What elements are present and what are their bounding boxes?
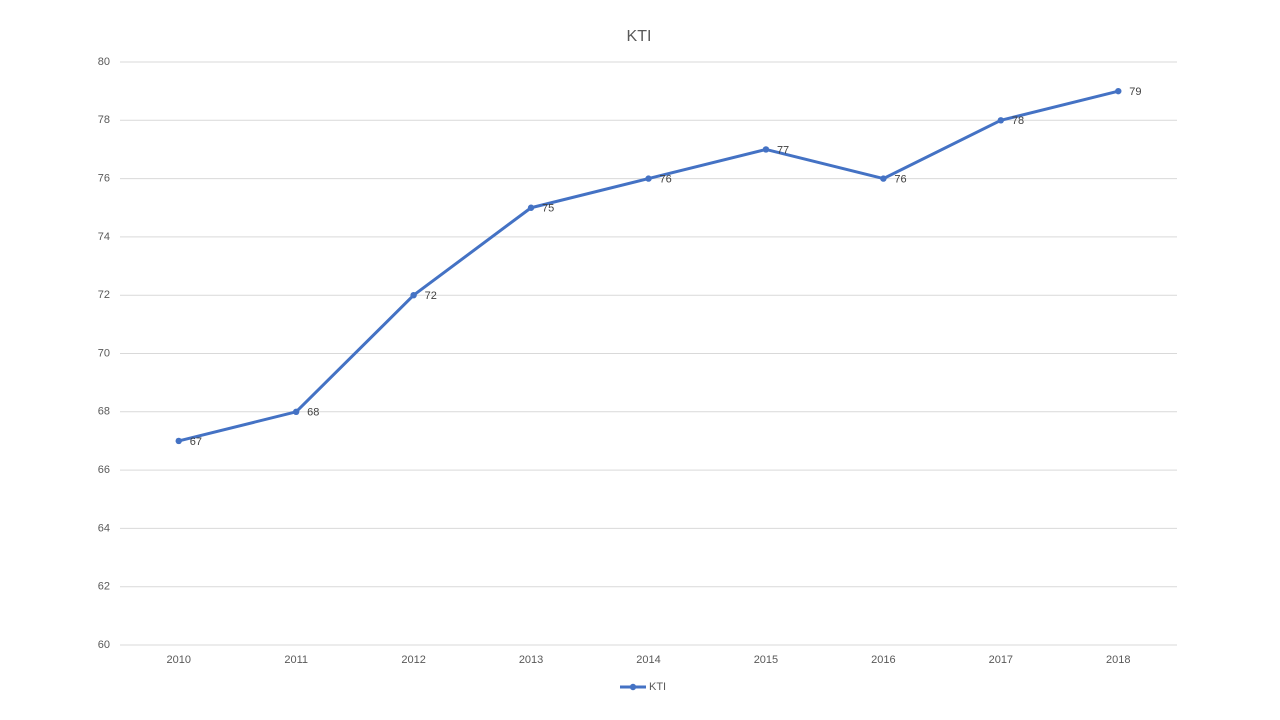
y-tick-label: 62	[98, 581, 110, 593]
data-point	[762, 146, 770, 153]
x-tick-label: 2018	[1106, 654, 1130, 666]
legend-marker	[629, 683, 637, 691]
x-tick-label: 2012	[401, 654, 425, 666]
x-tick-label: 2016	[871, 654, 895, 666]
data-point	[527, 204, 535, 211]
x-tick-label: 2013	[519, 654, 543, 666]
y-tick-label: 76	[98, 173, 110, 185]
y-tick-label: 68	[98, 406, 110, 418]
data-point	[410, 292, 417, 299]
y-tick-label: 66	[98, 464, 110, 476]
data-point	[880, 175, 887, 182]
y-tick-label: 72	[98, 289, 110, 301]
y-tick-label: 60	[98, 639, 110, 651]
data-point	[1115, 87, 1122, 95]
data-point	[175, 437, 182, 445]
data-label: 76	[894, 174, 906, 186]
data-label: 68	[307, 407, 319, 419]
x-tick-label: 2017	[989, 654, 1013, 666]
data-label: 78	[1012, 115, 1024, 127]
y-tick-label: 70	[98, 347, 110, 359]
data-label: 75	[542, 203, 554, 215]
x-tick-label: 2010	[166, 654, 190, 666]
data-label: 72	[425, 290, 437, 302]
y-tick-label: 74	[98, 231, 110, 243]
data-label: 67	[190, 436, 202, 448]
y-tick-label: 80	[98, 56, 110, 68]
data-label: 79	[1129, 86, 1141, 98]
data-point	[997, 117, 1005, 124]
data-point	[292, 408, 300, 415]
data-label: 76	[660, 174, 672, 186]
series-line	[178, 89, 1119, 443]
chart-title: KTI	[627, 28, 652, 45]
y-tick-label: 78	[98, 114, 110, 126]
x-tick-label: 2011	[284, 654, 308, 666]
legend-label: KTI	[649, 681, 666, 693]
data-label: 77	[777, 144, 789, 156]
x-tick-label: 2015	[754, 654, 778, 666]
y-tick-label: 64	[98, 522, 110, 534]
x-tick-label: 2014	[636, 654, 660, 666]
data-point	[645, 175, 652, 182]
